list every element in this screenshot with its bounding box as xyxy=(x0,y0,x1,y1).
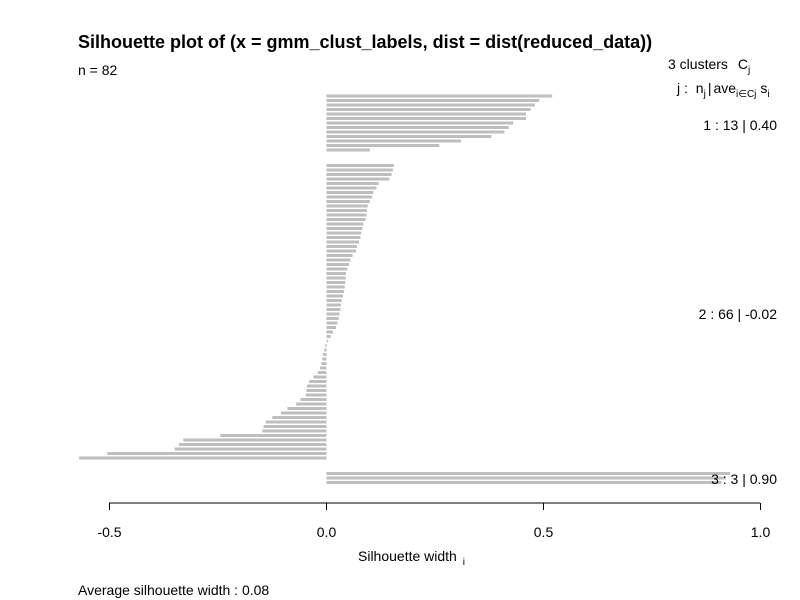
x-axis-ticks: -0.5 0.0 0.5 1.0 xyxy=(97,503,770,540)
x-tick-label: 0.0 xyxy=(317,524,337,540)
silhouette-bar xyxy=(287,407,327,410)
silhouette-bar xyxy=(326,263,350,266)
silhouette-bar xyxy=(326,186,377,190)
silhouette-bar xyxy=(296,402,327,406)
silhouette-bar xyxy=(326,249,356,253)
silhouette-bar xyxy=(326,227,363,230)
silhouette-bar xyxy=(326,312,340,316)
silhouette-bar xyxy=(300,398,327,401)
cluster-label: 2 : 66 | -0.02 xyxy=(699,306,778,322)
silhouette-bar xyxy=(326,139,461,143)
silhouette-bar xyxy=(178,443,327,446)
silhouette-bar xyxy=(326,112,527,116)
silhouette-bar xyxy=(326,182,379,185)
silhouette-bar xyxy=(326,236,361,239)
silhouette-bar xyxy=(107,452,327,455)
silhouette-bar xyxy=(326,168,393,172)
silhouette-bar xyxy=(326,339,328,343)
silhouette-bar xyxy=(326,285,345,289)
silhouette-bar xyxy=(263,425,327,428)
x-tick-label: -0.5 xyxy=(97,524,121,540)
silhouette-bar xyxy=(326,213,367,217)
silhouette-bar xyxy=(326,94,553,98)
silhouette-bar xyxy=(326,254,353,257)
silhouette-bar xyxy=(320,366,327,370)
silhouette-bar xyxy=(262,429,327,433)
cluster-label: 3 : 3 | 0.90 xyxy=(711,471,777,487)
silhouette-bar xyxy=(313,375,327,379)
silhouette-bar xyxy=(326,195,373,199)
average-silhouette-footer: Average silhouette width : 0.08 xyxy=(78,582,269,598)
silhouette-bar xyxy=(326,258,351,262)
x-axis-label: Silhouette width i xyxy=(358,548,465,568)
silhouette-bar xyxy=(326,299,342,302)
silhouette-bar xyxy=(325,344,327,347)
silhouette-bar xyxy=(326,173,392,176)
silhouette-bar xyxy=(326,267,348,271)
silhouette-bar xyxy=(272,416,327,419)
silhouette-bar xyxy=(326,130,505,134)
silhouette-bar xyxy=(183,438,327,442)
silhouette-bar xyxy=(174,447,327,451)
silhouette-bar xyxy=(326,191,374,194)
silhouette-bar xyxy=(326,99,540,102)
silhouette-bars xyxy=(79,94,731,484)
silhouette-bar xyxy=(326,218,366,221)
silhouette-bar xyxy=(326,276,346,280)
silhouette-bar xyxy=(326,164,394,167)
silhouette-bar xyxy=(326,240,360,244)
silhouette-bar xyxy=(323,353,327,356)
silhouette-bar xyxy=(326,204,368,208)
legend-column-header: j : nj | avei∈Cj si xyxy=(676,80,770,100)
silhouette-bar xyxy=(322,357,327,361)
x-tick-label: 0.5 xyxy=(534,524,554,540)
n-label: n = 82 xyxy=(78,62,118,78)
silhouette-bar xyxy=(326,317,339,320)
silhouette-bar xyxy=(305,393,327,397)
silhouette-bar xyxy=(326,222,364,226)
chart-title: Silhouette plot of (x = gmm_clust_labels… xyxy=(78,32,652,52)
silhouette-bar xyxy=(280,411,327,415)
silhouette-bar xyxy=(326,294,343,298)
silhouette-bar xyxy=(326,117,527,120)
silhouette-bar xyxy=(326,209,367,212)
x-tick-label: 1.0 xyxy=(751,524,771,540)
silhouette-bar xyxy=(309,380,327,383)
silhouette-bar xyxy=(326,281,346,284)
silhouette-bar xyxy=(326,481,722,484)
silhouette-bar xyxy=(326,245,357,248)
silhouette-bar xyxy=(265,420,327,424)
silhouette-bar xyxy=(326,135,492,138)
silhouette-bar xyxy=(79,456,327,460)
silhouette-bar xyxy=(326,335,331,338)
silhouette-bar xyxy=(306,389,327,392)
legend-clusters-header: 3 clusters Cj xyxy=(668,56,750,76)
silhouette-bar xyxy=(326,126,509,129)
silhouette-bar xyxy=(326,330,333,334)
silhouette-bar xyxy=(326,326,336,329)
silhouette-bar xyxy=(326,472,731,475)
silhouette-bar xyxy=(326,108,531,111)
silhouette-bar xyxy=(326,321,338,325)
silhouette-bar xyxy=(220,434,327,437)
silhouette-bar xyxy=(326,303,341,307)
silhouette-bar xyxy=(326,272,346,275)
silhouette-bar xyxy=(326,200,370,203)
cluster-label: 1 : 13 | 0.40 xyxy=(703,117,777,133)
silhouette-bar xyxy=(326,103,535,107)
silhouette-bar xyxy=(326,476,726,480)
silhouette-bar xyxy=(307,384,327,388)
cluster-labels: 1 : 13 | 0.40 2 : 66 | -0.02 3 : 3 | 0.90 xyxy=(699,117,778,487)
silhouette-bar xyxy=(326,148,370,152)
silhouette-bar xyxy=(326,231,362,235)
silhouette-bar xyxy=(326,290,344,293)
silhouette-bar xyxy=(324,348,327,352)
silhouette-bar xyxy=(326,308,341,311)
silhouette-bar xyxy=(321,362,327,365)
silhouette-bar xyxy=(326,144,440,147)
silhouette-bar xyxy=(326,121,514,125)
silhouette-bar xyxy=(317,371,327,374)
silhouette-bar xyxy=(326,177,390,181)
